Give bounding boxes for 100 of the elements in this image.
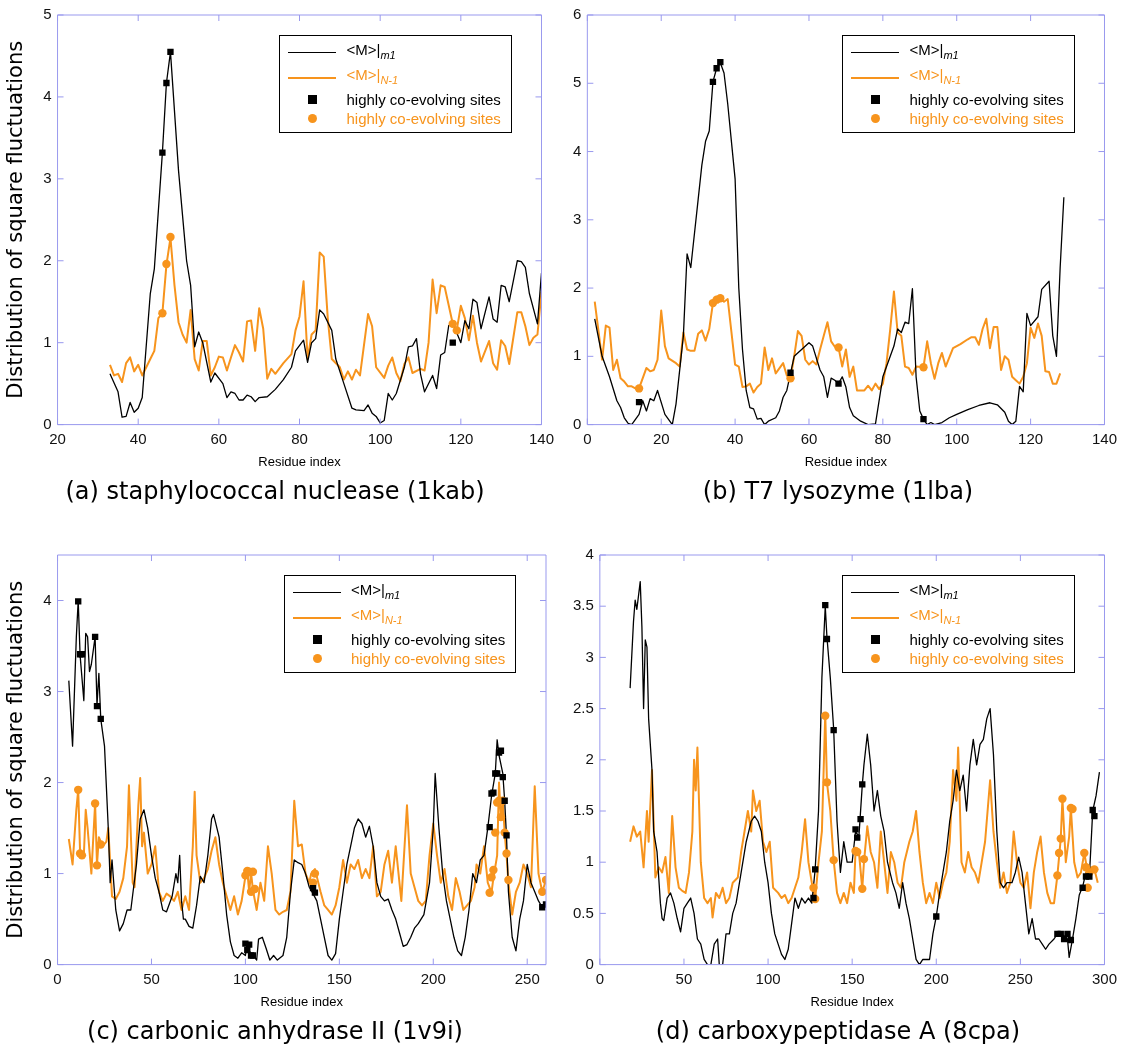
point: [852, 826, 859, 833]
x-tick-label: 140: [528, 429, 554, 447]
legend-label: highly co-evolving sites: [909, 649, 1064, 668]
point: [859, 781, 866, 788]
x-tick-label: 50: [675, 969, 693, 987]
x-tick-label: 100: [367, 429, 393, 447]
point: [158, 308, 167, 318]
x-tick-label: 100: [232, 969, 258, 987]
point: [1056, 834, 1065, 843]
point: [90, 799, 100, 808]
legend-label: <M>|$_{N-1}$: [909, 65, 962, 88]
point: [713, 65, 720, 72]
legend-label: <M>|$_{m1}$: [351, 580, 401, 603]
y-tick-label: 6: [573, 5, 582, 23]
x-tick-label: 40: [726, 429, 744, 447]
point: [250, 884, 259, 894]
point: [159, 149, 166, 156]
point: [859, 854, 869, 864]
point: [167, 48, 174, 56]
point: [163, 79, 170, 87]
x-tick-label: 50: [143, 969, 160, 987]
legend-label: highly co-evolving sites: [909, 90, 1064, 109]
point: [787, 369, 794, 376]
y-tick-label: 3: [573, 209, 582, 227]
y-tick-label: 1: [573, 346, 582, 364]
point: [1091, 812, 1098, 820]
point: [822, 778, 832, 787]
legend-label: highly co-evolving sites: [909, 109, 1064, 128]
point: [857, 816, 864, 823]
y-tick-label: 1: [43, 863, 52, 881]
point: [1054, 848, 1064, 858]
point: [92, 861, 102, 870]
y-tick-label: 0: [43, 414, 52, 432]
legend-label: highly co-evolving sites: [909, 630, 1064, 649]
point: [854, 834, 861, 841]
y-tick-label: 0: [585, 954, 594, 972]
x-tick-label: 80: [874, 429, 892, 447]
x-axis-title: Residue index: [258, 453, 342, 469]
point: [496, 812, 506, 822]
x-axis-title: Residue Index: [810, 993, 895, 1009]
x-tick-label: 20: [49, 429, 66, 447]
y-tick-label: 3: [585, 647, 594, 665]
y-axis-title: Distribution of square fluctuations: [3, 40, 28, 399]
y-tick-label: 3: [43, 168, 52, 186]
y-tick-label: 4: [43, 87, 52, 105]
y-tick-label: 2: [43, 772, 52, 790]
text: (d) carboxypeptidase A (8cpa): [655, 1016, 1021, 1045]
legend-label: <M>|$_{N-1}$: [346, 65, 399, 88]
point: [448, 319, 457, 329]
point: [96, 840, 105, 849]
x-tick-label: 120: [448, 429, 474, 447]
y-tick-label: 0.5: [572, 903, 594, 921]
legend-label: <M>|$_{m1}$: [346, 40, 396, 63]
point: [829, 855, 838, 865]
y-tick-label: 2: [43, 250, 52, 268]
point: [1086, 873, 1093, 880]
x-tick-label: 150: [839, 969, 865, 987]
point: [1053, 871, 1062, 880]
point: [809, 883, 818, 892]
point: [1090, 865, 1099, 874]
y-tick-label: 1.5: [572, 801, 594, 819]
y-tick-label: 4: [43, 590, 52, 608]
point: [449, 339, 456, 346]
point: [716, 294, 725, 303]
point: [1080, 848, 1089, 858]
x-tick-label: 80: [291, 429, 308, 447]
legend-label: <M>|$_{m1}$: [909, 580, 959, 603]
text: (c) carbonic anhydrase II (1v9i): [87, 1016, 463, 1045]
point: [858, 884, 867, 894]
legend-label: highly co-evolving sites: [351, 630, 506, 649]
x-tick-label: 250: [514, 969, 540, 987]
point: [1064, 930, 1071, 938]
y-tick-label: 5: [573, 73, 582, 91]
point: [717, 58, 724, 66]
y-tick-label: 1: [585, 852, 594, 870]
point: [821, 711, 830, 720]
legend-label: <M>|$_{m1}$: [909, 40, 959, 63]
point: [919, 363, 928, 372]
y-tick-label: 2.5: [572, 698, 594, 716]
y-tick-label: 1: [43, 332, 52, 350]
point: [166, 232, 175, 242]
x-tick-label: 250: [1007, 969, 1033, 987]
x-tick-label: 60: [800, 429, 818, 447]
x-tick-label: 60: [210, 429, 228, 447]
point: [489, 865, 498, 875]
y-tick-label: 5: [43, 5, 52, 23]
point: [491, 828, 500, 837]
point: [835, 380, 842, 387]
x-tick-label: 100: [755, 969, 781, 987]
x-tick-label: 140: [1091, 429, 1117, 447]
legend-label: highly co-evolving sites: [346, 90, 501, 109]
x-tick-label: 150: [326, 969, 352, 987]
point: [1079, 884, 1086, 891]
point: [245, 941, 253, 948]
y-tick-label: 4: [585, 545, 594, 563]
point: [834, 343, 843, 352]
x-axis-title: Residue index: [260, 993, 344, 1009]
y-tick-label: 0: [573, 414, 582, 432]
point: [162, 259, 171, 269]
point: [310, 869, 320, 878]
